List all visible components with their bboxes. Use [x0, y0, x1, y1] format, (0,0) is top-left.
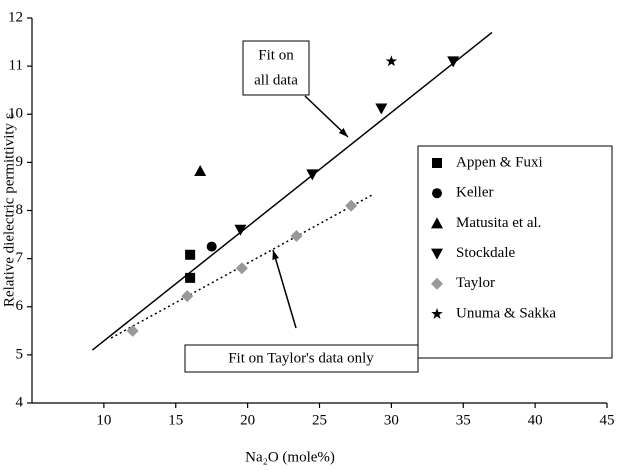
x-tick-label: 20	[240, 412, 255, 428]
y-tick-label: 12	[8, 9, 23, 25]
y-tick-label: 9	[16, 154, 24, 170]
x-tick-label: 45	[600, 412, 615, 428]
x-tick-label: 35	[456, 412, 471, 428]
annotation: Fit on	[258, 47, 294, 63]
x-axis-label: Na₂O (mole%)	[245, 449, 335, 465]
y-tick-label: 11	[9, 58, 23, 74]
legend-label: Unuma & Sakka	[456, 305, 556, 321]
marker	[206, 241, 217, 252]
marker	[306, 169, 319, 181]
marker	[345, 199, 358, 212]
legend-marker	[431, 248, 443, 260]
y-tick-label: 4	[16, 394, 24, 410]
marker	[126, 324, 139, 337]
legend-label: Taylor	[456, 275, 495, 291]
x-tick-label: 30	[384, 412, 399, 428]
x-tick-label: 25	[312, 412, 327, 428]
annotation: all data	[254, 72, 298, 88]
marker	[375, 103, 388, 115]
marker	[185, 249, 196, 260]
marker	[234, 224, 247, 236]
marker	[235, 262, 248, 275]
legend-marker	[432, 158, 442, 168]
fit-line	[91, 31, 493, 351]
legend-label: Stockdale	[456, 245, 515, 261]
legend-marker	[431, 217, 443, 229]
marker	[181, 290, 194, 303]
legend-marker	[431, 277, 443, 290]
y-tick-label: 5	[16, 346, 24, 362]
arrow-head	[272, 250, 279, 260]
arrow-head	[338, 128, 348, 137]
marker	[194, 165, 207, 177]
legend-label: Keller	[456, 185, 493, 201]
x-tick-label: 15	[168, 412, 183, 428]
annotation-box	[184, 344, 419, 373]
x-tick-label: 10	[96, 412, 111, 428]
legend-marker	[432, 188, 442, 199]
legend-label: Appen & Fuxi	[456, 154, 543, 170]
legend-box	[417, 145, 613, 359]
legend-label: Matusita et al.	[456, 215, 541, 231]
x-tick-label: 40	[528, 412, 543, 428]
y-tick-label: 10	[8, 106, 23, 122]
marker	[385, 55, 398, 67]
y-axis-label: Relative dielectric permittivity ε	[1, 113, 17, 307]
annotation: Fit on Taylor's data only	[228, 350, 374, 366]
legend-marker	[431, 308, 443, 319]
y-tick-label: 6	[16, 298, 24, 314]
marker	[290, 230, 303, 243]
arrow	[272, 249, 297, 329]
y-tick-label: 8	[16, 202, 24, 218]
y-tick-label: 7	[16, 250, 24, 266]
marker	[447, 56, 460, 68]
annotation-box	[242, 40, 310, 96]
arrow	[304, 95, 349, 138]
marker	[185, 272, 196, 283]
